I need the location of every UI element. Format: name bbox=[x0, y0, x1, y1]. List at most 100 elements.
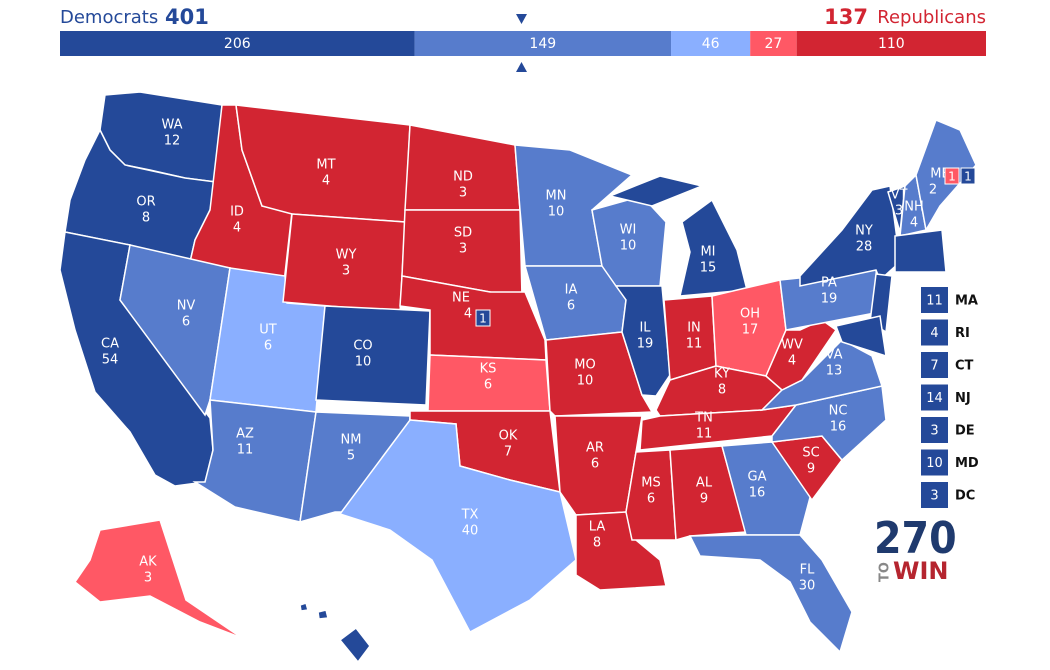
state bbox=[688, 534, 853, 654]
state-abbr: PA bbox=[821, 276, 837, 291]
state-abbr: IN bbox=[687, 321, 701, 336]
small-state-abbr: CT bbox=[955, 359, 974, 374]
state-abbr: NV bbox=[177, 299, 196, 314]
small-state-ev: 7 bbox=[930, 359, 938, 374]
state bbox=[317, 609, 329, 620]
small-state-box bbox=[921, 319, 948, 346]
state-abbr: MO bbox=[574, 358, 595, 373]
bar-label: 27 bbox=[765, 36, 783, 52]
dem-label: Democrats bbox=[60, 7, 158, 28]
state bbox=[669, 445, 747, 541]
state-ev: 10 bbox=[355, 355, 372, 370]
state-ev: 9 bbox=[807, 462, 815, 477]
logo: 270 TO WIN bbox=[874, 513, 957, 585]
state-ev: 30 bbox=[799, 579, 816, 594]
majority-marker bbox=[516, 62, 527, 72]
state-abbr: AK bbox=[139, 555, 157, 570]
state-ev: 2 bbox=[929, 183, 937, 198]
state-abbr: FL bbox=[800, 563, 815, 578]
small-state-ev: 4 bbox=[930, 326, 938, 341]
small-state-abbr: DC bbox=[955, 489, 975, 504]
state-abbr: WY bbox=[336, 248, 357, 263]
state-ev: 6 bbox=[264, 339, 272, 354]
state-abbr: GA bbox=[748, 470, 767, 485]
state bbox=[625, 449, 677, 541]
state-ev: 10 bbox=[577, 374, 594, 389]
bar-label: 46 bbox=[702, 36, 720, 52]
state-abbr: UT bbox=[259, 323, 277, 338]
small-state-ev: 3 bbox=[930, 424, 938, 439]
small-state-box bbox=[921, 449, 948, 476]
district-ev: 1 bbox=[479, 312, 487, 326]
state bbox=[834, 315, 887, 358]
state-ev: 5 bbox=[347, 449, 355, 464]
dem-total: 401 bbox=[165, 5, 209, 29]
state-abbr: WI bbox=[620, 223, 637, 238]
state-abbr: WV bbox=[781, 338, 803, 353]
state-ev: 11 bbox=[686, 337, 703, 352]
state-ev: 19 bbox=[637, 337, 654, 352]
state-abbr: OR bbox=[136, 195, 155, 210]
bar-segment bbox=[60, 31, 415, 56]
state-ev: 3 bbox=[459, 242, 467, 257]
small-state-abbr: RI bbox=[955, 326, 970, 341]
state bbox=[799, 185, 901, 287]
state-ev: 4 bbox=[318, 646, 326, 661]
state bbox=[315, 305, 431, 406]
state-ev: 6 bbox=[484, 378, 492, 393]
state-abbr: SD bbox=[454, 226, 472, 241]
state-ev: 10 bbox=[620, 239, 637, 254]
small-state-ev: 14 bbox=[926, 391, 943, 406]
district-ev: 1 bbox=[948, 170, 956, 184]
state-ev: 19 bbox=[821, 292, 838, 307]
state bbox=[73, 519, 243, 639]
bar-label: 110 bbox=[878, 36, 905, 52]
state-abbr: OK bbox=[499, 429, 518, 444]
state-ev: 54 bbox=[102, 353, 119, 368]
bar-segment bbox=[671, 31, 751, 56]
state-abbr: HI bbox=[315, 630, 329, 645]
small-state-ev: 3 bbox=[930, 489, 938, 504]
state-ev: 8 bbox=[718, 383, 726, 398]
bar-label: 206 bbox=[224, 36, 251, 52]
state-abbr: AL bbox=[696, 476, 713, 491]
bar-segment bbox=[414, 31, 672, 56]
state-ev: 12 bbox=[164, 134, 181, 149]
small-state-box bbox=[921, 287, 948, 313]
state-abbr: AZ bbox=[236, 427, 254, 442]
state-ev: 6 bbox=[182, 315, 190, 330]
state-ev: 4 bbox=[322, 174, 330, 189]
state bbox=[119, 244, 231, 417]
state-ev: 9 bbox=[700, 492, 708, 507]
state-ev: 11 bbox=[237, 443, 254, 458]
state-ev: 8 bbox=[142, 211, 150, 226]
state-ev: 11 bbox=[696, 427, 713, 442]
logo-to: TO bbox=[878, 562, 893, 582]
state-ev: 4 bbox=[788, 354, 796, 369]
state-abbr: CA bbox=[101, 337, 119, 352]
state-ev: 6 bbox=[567, 299, 575, 314]
state-abbr: NM bbox=[341, 433, 362, 448]
state-abbr: MI bbox=[700, 245, 715, 260]
state-abbr: MN bbox=[546, 189, 567, 204]
state-abbr: SC bbox=[802, 446, 819, 461]
district-ev: 1 bbox=[964, 170, 972, 184]
state-ev: 8 bbox=[593, 536, 601, 551]
state-ev: 15 bbox=[700, 261, 717, 276]
state-ev: 40 bbox=[462, 524, 479, 539]
state-ev: 17 bbox=[742, 323, 759, 338]
state-abbr: LA bbox=[589, 520, 606, 535]
bar-label: 149 bbox=[529, 36, 556, 52]
rep-total: 137 bbox=[824, 5, 868, 29]
state-ev: 4 bbox=[233, 221, 241, 236]
small-state-box bbox=[921, 417, 948, 443]
state-abbr: IL bbox=[639, 321, 651, 336]
state-abbr: OH bbox=[740, 307, 760, 322]
small-state-ev: 11 bbox=[926, 294, 943, 309]
majority-marker bbox=[516, 14, 527, 24]
state-abbr: KY bbox=[714, 367, 730, 382]
state-abbr: MT bbox=[316, 158, 335, 173]
district-box bbox=[944, 167, 960, 185]
state-ev: 7 bbox=[504, 445, 512, 460]
